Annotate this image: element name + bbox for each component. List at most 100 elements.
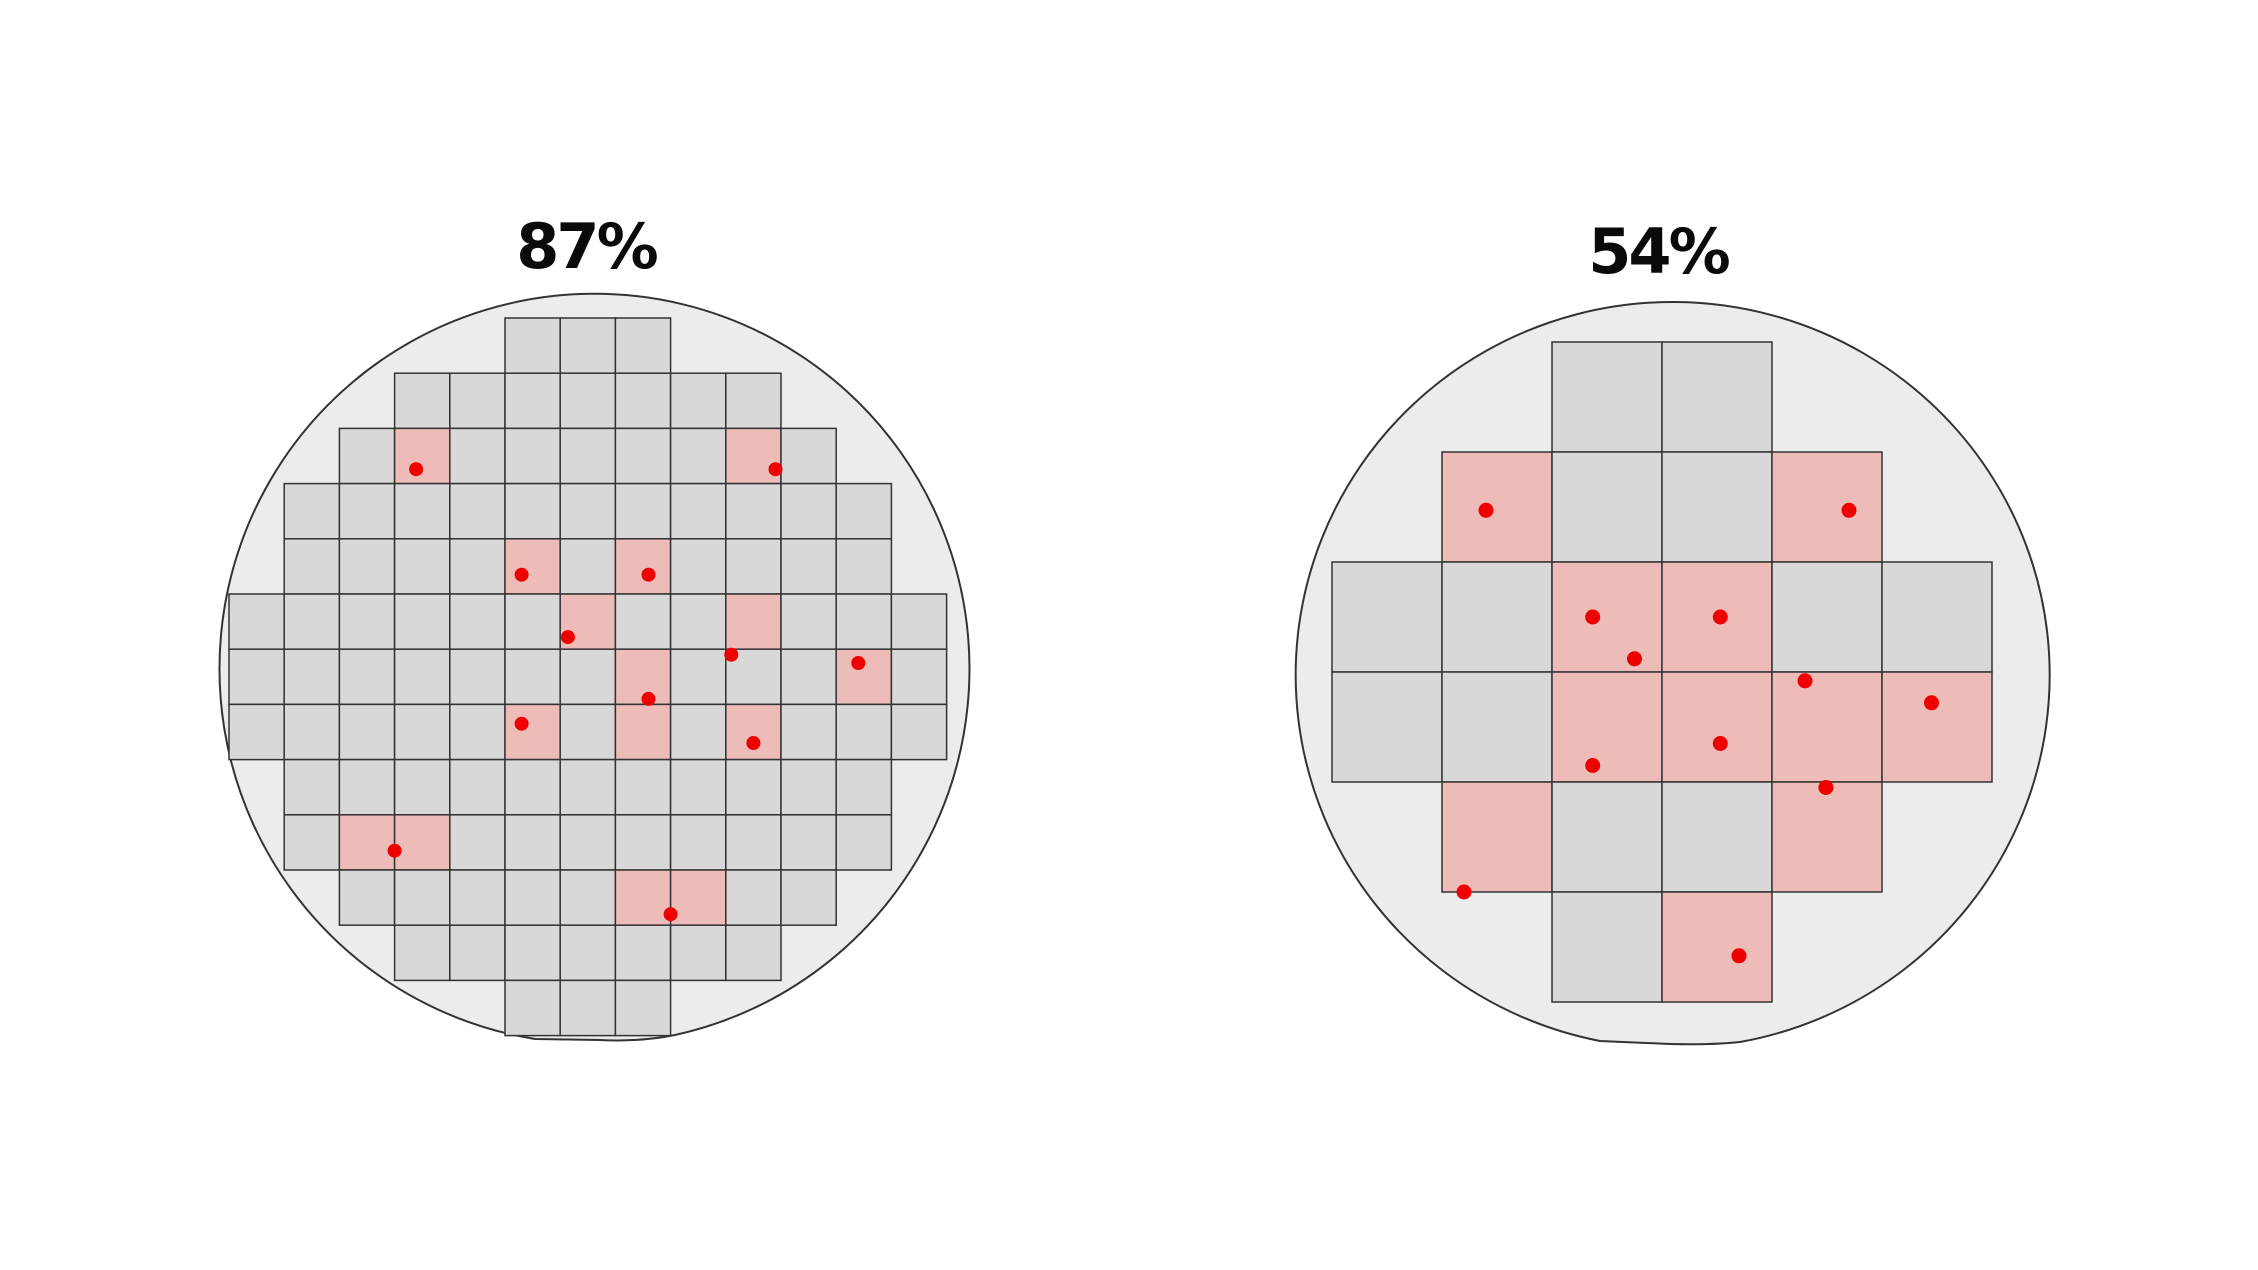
good-die <box>449 538 506 595</box>
good-die <box>393 703 451 761</box>
good-die <box>1441 671 1553 783</box>
good-die <box>559 758 617 816</box>
defective-die <box>504 538 561 595</box>
good-die <box>393 372 451 430</box>
good-die <box>835 814 893 871</box>
good-die <box>614 758 672 816</box>
good-die <box>1881 561 1993 673</box>
good-die <box>283 814 341 871</box>
defect-dot <box>641 567 656 582</box>
good-die <box>1331 671 1443 783</box>
good-die <box>449 427 506 485</box>
good-die <box>504 648 561 706</box>
good-die <box>393 482 451 540</box>
good-die <box>449 869 506 926</box>
good-die <box>1441 561 1553 673</box>
good-die <box>669 482 727 540</box>
good-die <box>504 317 561 374</box>
defect-dot <box>1841 502 1857 518</box>
defective-die <box>1881 671 1993 783</box>
good-die <box>228 648 285 706</box>
defect-dot <box>409 462 424 477</box>
good-die <box>338 758 396 816</box>
good-die <box>504 427 561 485</box>
yield-label-right: 54% <box>1588 215 1729 288</box>
wafer-right: 54% <box>1294 215 2051 1046</box>
defective-die <box>835 648 893 706</box>
die-grid-right <box>1331 341 1993 1003</box>
defect-dot <box>514 716 529 731</box>
good-die <box>559 703 617 761</box>
good-die <box>780 538 837 595</box>
good-die <box>449 924 506 982</box>
good-die <box>1661 451 1773 563</box>
defect-points-right <box>1456 502 1939 964</box>
defective-die <box>614 538 672 595</box>
good-die <box>669 924 727 982</box>
good-die <box>228 593 285 650</box>
defective-die <box>504 703 561 761</box>
good-die <box>338 593 396 650</box>
wafer-left: 87% <box>218 210 971 1042</box>
defect-dot <box>1731 948 1747 964</box>
good-die <box>393 869 451 926</box>
good-die <box>614 317 672 374</box>
defect-dot <box>746 736 761 750</box>
defective-die <box>1661 891 1773 1003</box>
good-die <box>449 648 506 706</box>
good-die <box>504 979 561 1037</box>
good-die <box>669 593 727 650</box>
good-die <box>449 593 506 650</box>
good-die <box>228 703 285 761</box>
good-die <box>890 593 948 650</box>
good-die <box>780 703 837 761</box>
good-die <box>780 593 837 650</box>
good-die <box>449 372 506 430</box>
good-die <box>283 593 341 650</box>
good-die <box>780 482 837 540</box>
defect-dot <box>1712 736 1728 751</box>
good-die <box>780 648 837 706</box>
good-die <box>614 979 672 1037</box>
good-die <box>559 979 617 1037</box>
good-die <box>614 814 672 871</box>
good-die <box>725 814 782 871</box>
good-die <box>559 814 617 871</box>
good-die <box>725 372 782 430</box>
good-die <box>1551 781 1663 893</box>
defective-die <box>1551 671 1663 783</box>
good-die <box>504 372 561 430</box>
good-die <box>614 924 672 982</box>
good-die <box>338 538 396 595</box>
good-die <box>559 648 617 706</box>
defect-dot <box>1478 502 1494 518</box>
defect-dot <box>1585 609 1601 625</box>
defect-dot <box>387 843 402 858</box>
defective-die <box>725 703 782 761</box>
defect-dot <box>851 656 866 670</box>
good-die <box>835 593 893 650</box>
good-die <box>725 869 782 926</box>
good-die <box>283 482 341 540</box>
good-die <box>780 758 837 816</box>
good-die <box>725 482 782 540</box>
good-die <box>835 703 893 761</box>
defect-dot <box>1712 609 1728 625</box>
defective-die <box>1551 561 1663 673</box>
good-die <box>449 758 506 816</box>
good-die <box>1551 341 1663 453</box>
good-die <box>449 703 506 761</box>
die-grid-left <box>228 317 948 1037</box>
good-die <box>449 814 506 871</box>
good-die <box>283 538 341 595</box>
good-die <box>1551 451 1663 563</box>
defective-die <box>669 869 727 926</box>
good-die <box>1661 781 1773 893</box>
defective-die <box>1661 671 1773 783</box>
good-die <box>1771 561 1883 673</box>
good-die <box>504 593 561 650</box>
good-die <box>393 648 451 706</box>
defective-die <box>614 869 672 926</box>
good-die <box>725 538 782 595</box>
